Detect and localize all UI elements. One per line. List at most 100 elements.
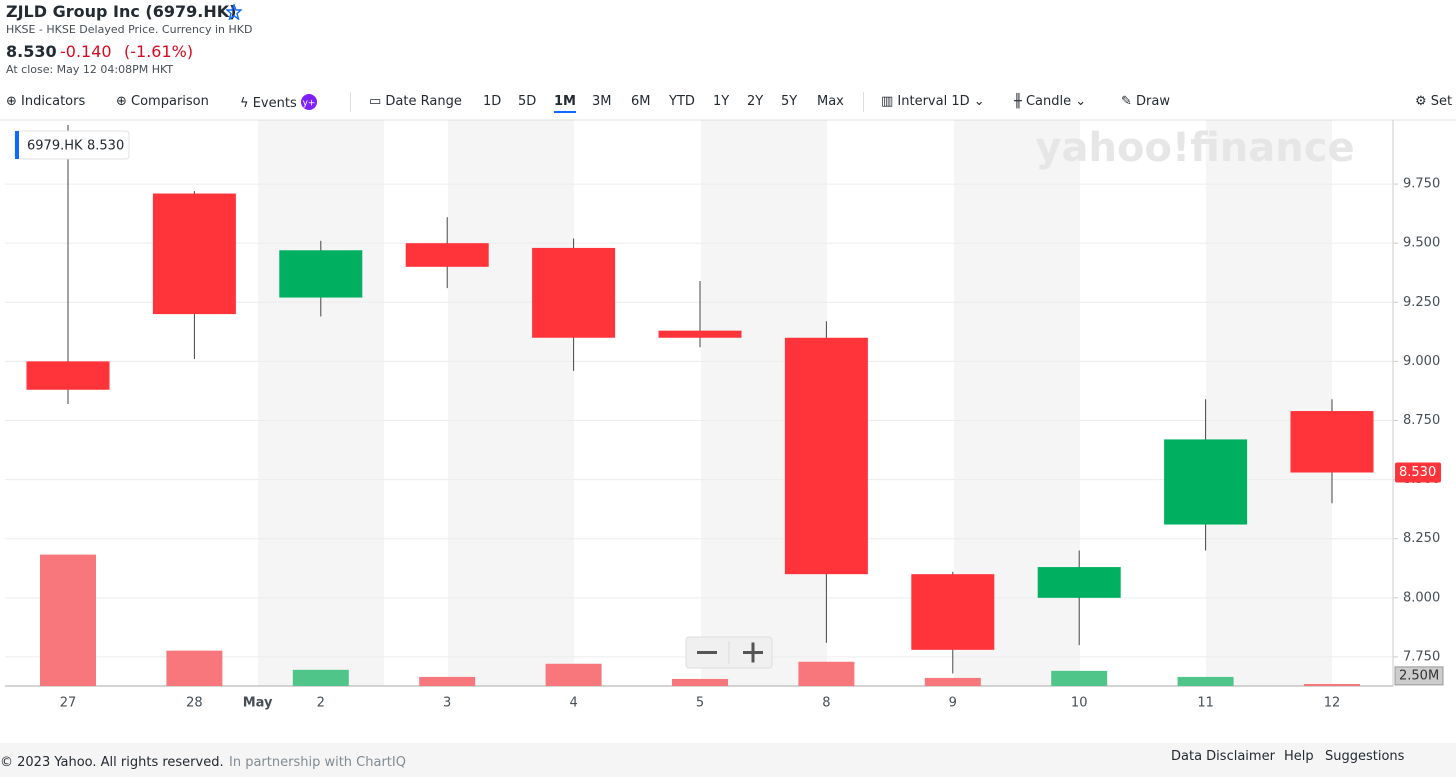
settings-button[interactable]: ⚙ Set <box>1415 94 1453 109</box>
price: 8.530 <box>6 42 57 61</box>
x-tick-label: 10 <box>1071 696 1088 711</box>
range-button[interactable]: Max <box>817 94 844 109</box>
volume-bar <box>1051 670 1108 686</box>
volume-bar <box>1304 683 1360 686</box>
watermark: yahoo!finance <box>1035 125 1354 171</box>
price-change-percent: (-1.61%) <box>124 42 194 61</box>
month-label: May <box>243 696 273 711</box>
zoom-controls <box>685 636 773 669</box>
period-shading <box>258 120 384 686</box>
candle-body <box>1037 567 1121 598</box>
tooltip: 6979.HK 8.530 <box>14 130 130 160</box>
candle-body <box>152 193 236 315</box>
date-range-label: Date Range <box>385 94 462 109</box>
copyright: © 2023 Yahoo. All rights reserved. <box>0 755 224 770</box>
comparison-label: Comparison <box>131 94 209 109</box>
range-button[interactable]: YTD <box>669 94 695 109</box>
candle-body <box>26 361 110 390</box>
last-price-box <box>1395 462 1441 483</box>
x-tick-label: 8 <box>822 696 830 711</box>
price-change: -0.140 <box>60 42 112 61</box>
volume-bar <box>292 669 349 686</box>
candle-body <box>1164 439 1248 525</box>
interval-label: Interval <box>897 94 948 109</box>
volume-bar <box>40 554 96 686</box>
exchange-info: HKSE - HKSE Delayed Price. Currency in H… <box>6 23 253 36</box>
watchlist-star[interactable] <box>226 4 242 20</box>
footer-link[interactable]: Suggestions <box>1325 749 1405 764</box>
tooltip-symbol: 6979.HK <box>27 139 83 154</box>
draw-button[interactable]: ✎ Draw <box>1121 94 1170 109</box>
last-price-label: 8.530 <box>1399 465 1436 480</box>
volume-tick-label: 2.50M <box>1399 668 1439 683</box>
x-tick-label: 3 <box>443 696 451 711</box>
y-tick-label: 9.750 <box>1403 177 1440 192</box>
range-button[interactable]: 1D <box>483 94 502 109</box>
volume-bar <box>419 676 476 686</box>
chart-type-label: Candle <box>1025 94 1072 109</box>
period-shading <box>1206 120 1332 686</box>
candle-body <box>658 330 742 338</box>
stock-title: ZJLD Group Inc (6979.HK) <box>6 2 237 21</box>
partner: In partnership with ChartIQ <box>229 755 406 770</box>
x-tick-label: 27 <box>60 696 77 711</box>
tooltip-accent <box>15 131 19 159</box>
chart: yahoo!finance 7.7508.0008.2508.5008.7509… <box>0 119 1456 711</box>
zoom-out[interactable] <box>697 651 717 654</box>
volume-bar <box>545 663 602 686</box>
candle-body <box>911 574 995 650</box>
volume-tick-box <box>1394 666 1444 686</box>
x-tick-label: 2 <box>317 696 325 711</box>
y-tick-label: 8.750 <box>1403 413 1440 428</box>
zoom-in-bar <box>751 642 755 663</box>
footer: © 2023 Yahoo. All rights reserved. In pa… <box>0 743 1456 777</box>
range-button[interactable]: 5D <box>518 94 537 109</box>
x-tick-label: 28 <box>186 696 203 711</box>
volume-bar <box>166 650 223 686</box>
volume-bar <box>924 677 981 686</box>
plus-badge: y+ <box>300 94 317 110</box>
range-button[interactable]: 3M <box>592 94 612 109</box>
range-button[interactable]: 1Y <box>713 94 730 109</box>
settings-label: Set <box>1430 94 1453 109</box>
x-tick-label: 11 <box>1197 696 1214 711</box>
y-tick-label: 9.250 <box>1403 295 1440 310</box>
toolbar: ⊕ Indicators ⊕ Comparison ϟ Events y+ ▭ … <box>0 90 1456 116</box>
candle-body <box>1290 411 1374 473</box>
close-time: At close: May 12 04:08PM HKT <box>6 63 174 76</box>
range-button[interactable]: 1M <box>554 94 576 113</box>
footer-link[interactable]: Data Disclaimer <box>1171 749 1275 764</box>
candle-body <box>784 337 868 575</box>
y-tick-label: 9.500 <box>1403 236 1440 251</box>
y-tick-label: 9.000 <box>1403 354 1440 369</box>
y-tick-label: 8.250 <box>1403 531 1440 546</box>
volume-bar <box>798 661 855 686</box>
candle-body <box>279 250 363 298</box>
comparison-button[interactable]: ⊕ Comparison <box>116 94 209 109</box>
separator <box>863 92 864 112</box>
events-button[interactable]: ϟ Events y+ <box>240 94 317 111</box>
tooltip-price: 8.530 <box>87 139 124 154</box>
interval-button[interactable]: ▥ Interval 1D ⌄ <box>881 94 985 109</box>
range-button[interactable]: 2Y <box>747 94 764 109</box>
range-button[interactable]: 5Y <box>781 94 798 109</box>
x-tick-label: 12 <box>1324 696 1341 711</box>
svg-text:y+: y+ <box>302 99 315 109</box>
x-tick-label: 4 <box>569 696 577 711</box>
volume-bar <box>672 678 728 686</box>
period-shading <box>448 120 574 686</box>
date-range-button[interactable]: ▭ Date Range <box>369 94 462 109</box>
indicators-button[interactable]: ⊕ Indicators <box>6 94 86 109</box>
events-label: Events <box>252 96 297 111</box>
chart-type-button[interactable]: ╫ Candle ⌄ <box>1014 94 1087 109</box>
draw-label: Draw <box>1136 94 1170 109</box>
y-tick-label: 7.750 <box>1403 649 1440 664</box>
range-button[interactable]: 6M <box>631 94 651 109</box>
x-tick-label: 9 <box>949 696 957 711</box>
volume-bar <box>1177 676 1234 686</box>
separator <box>350 92 351 112</box>
candle-body <box>405 243 489 267</box>
x-tick-label: 5 <box>696 696 704 711</box>
footer-link[interactable]: Help <box>1284 749 1314 764</box>
